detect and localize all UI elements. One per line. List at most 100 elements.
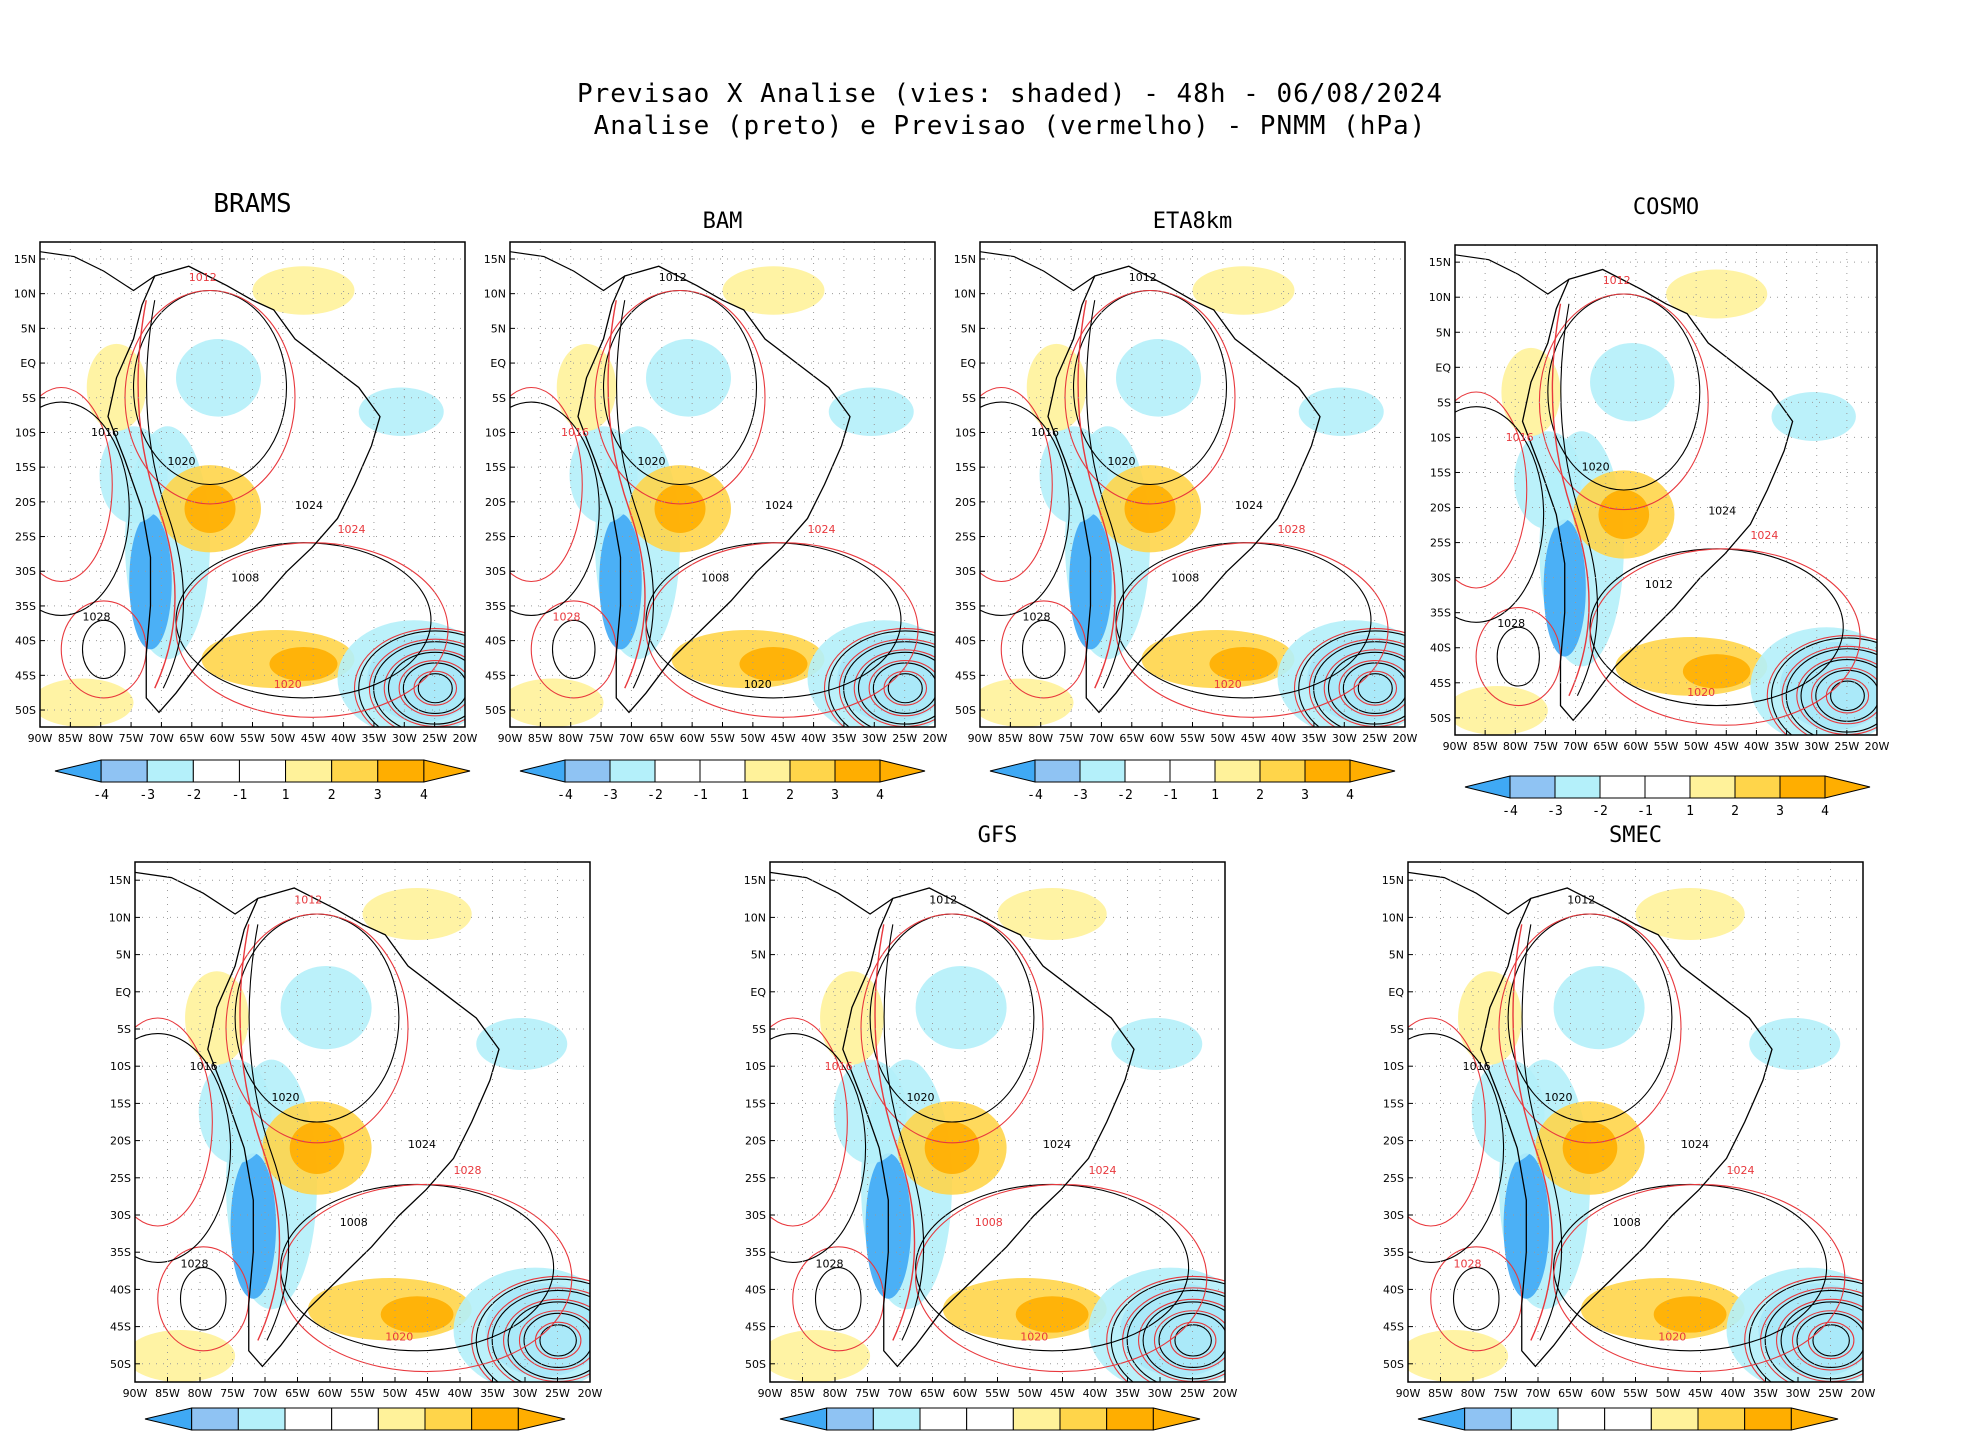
- analysis-isobar: [1327, 651, 1405, 725]
- colorbar-label: -4: [93, 788, 109, 803]
- forecast-isobar: [1293, 628, 1405, 727]
- lon-label: 75W: [1493, 1387, 1518, 1400]
- lon-label: 85W: [58, 732, 83, 745]
- lat-label: 15S: [1430, 466, 1451, 479]
- lat-label: 10S: [955, 426, 976, 439]
- lon-label: 75W: [1059, 732, 1084, 745]
- colorbar-label: 1: [1211, 788, 1219, 803]
- lon-label: 70W: [619, 732, 644, 745]
- lat-label: 5N: [21, 322, 36, 335]
- colorbar-cell: [1124, 759, 1171, 783]
- lat-label: 10S: [15, 426, 36, 439]
- colorbar-cell: [100, 759, 148, 783]
- lat-label: 40S: [110, 1283, 131, 1296]
- analysis-isobar: [1812, 1324, 1850, 1357]
- bias-shading: [770, 1330, 871, 1382]
- isobar-label: 1012: [189, 271, 217, 284]
- isobar-label: 1016: [561, 426, 589, 439]
- lon-label: 85W: [998, 732, 1023, 745]
- bias-shading: [1726, 1267, 1863, 1382]
- forecast-isobar: [1122, 1287, 1225, 1382]
- lat-label: EQ: [490, 357, 506, 370]
- forecast-isobar: [770, 1017, 848, 1227]
- lon-label: 80W: [188, 1387, 213, 1400]
- isobar-label: 1016: [1506, 431, 1534, 444]
- map-panel-gfs: GFS 1012 1016 1020 1024 1028 1008 1024 1020 15N 10…: [744, 823, 1238, 1431]
- lon-label: 30W: [1148, 1387, 1173, 1400]
- lon-label: 70W: [888, 1387, 913, 1400]
- lat-label: 45S: [15, 669, 36, 682]
- isobar-label: 1020: [1658, 1330, 1686, 1343]
- colorbar-cell: [1509, 775, 1556, 799]
- panel-title: BRAMS: [213, 189, 291, 219]
- colorbar-label: 4: [420, 788, 428, 803]
- colorbar-cell: [1554, 775, 1601, 799]
- colorbar-cell: [966, 1407, 1014, 1431]
- lat-label: 40S: [485, 635, 506, 648]
- colorbar-cell: [1169, 759, 1216, 783]
- lat-label: 10S: [745, 1060, 766, 1073]
- lon-label: 85W: [790, 1387, 815, 1400]
- lon-label: 30W: [1804, 740, 1829, 753]
- figure-title: Previsao X Analise (vies: shaded) - 48h …: [0, 78, 1964, 142]
- colorbar-arrow-right: [1349, 759, 1396, 783]
- colorbar-cell: [1106, 1407, 1154, 1431]
- isobar-label: 1008: [701, 572, 729, 585]
- lat-label: 40S: [955, 635, 976, 648]
- bias-shading: [1298, 387, 1384, 436]
- forecast-isobar: [1115, 542, 1389, 718]
- lon-label: 35W: [361, 732, 386, 745]
- forecast-isobar: [137, 300, 176, 689]
- forecast-isobar: [471, 1275, 590, 1382]
- lat-label: 30S: [1430, 572, 1451, 585]
- bias-shading: [337, 620, 465, 727]
- isobar-label: 1028: [181, 1258, 209, 1271]
- analysis-isobar: [843, 641, 935, 727]
- forecast-isobar: [124, 289, 296, 505]
- bias-shading: [1750, 627, 1877, 735]
- bias-shading: [833, 1059, 907, 1164]
- bias-shading: [924, 1122, 980, 1174]
- lat-label: 10N: [744, 911, 766, 924]
- analysis-isobar: [1748, 1278, 1863, 1382]
- analysis-isobar: [40, 401, 130, 616]
- lon-label: 65W: [1593, 740, 1618, 753]
- colorbar-label: -2: [647, 788, 663, 803]
- lon-label: 85W: [528, 732, 553, 745]
- lon-label: 55W: [710, 732, 735, 745]
- panel-title: COSMO: [1633, 195, 1699, 220]
- analysis-isobar: [81, 619, 126, 680]
- forecast-isobar: [239, 924, 281, 1341]
- isobar-label: 1008: [1613, 1216, 1641, 1229]
- lat-label: 10S: [1430, 431, 1451, 444]
- isobar-label: 1020: [168, 455, 196, 468]
- lat-label: 15S: [110, 1097, 131, 1110]
- analysis-isobar: [887, 673, 923, 704]
- lat-label: 20S: [745, 1135, 766, 1148]
- continent-coastline: [842, 887, 1135, 1368]
- analysis-isobar: [539, 1324, 577, 1357]
- isobar-label: 1020: [1108, 455, 1136, 468]
- bias-shading: [1277, 620, 1405, 727]
- lat-label: 5S: [1390, 1023, 1404, 1036]
- lat-label: 10N: [14, 288, 36, 301]
- isobar-label: 1012: [1603, 274, 1631, 287]
- colorbar-cell: [237, 1407, 286, 1431]
- lon-label: 40W: [1083, 1387, 1108, 1400]
- isobar-label: 1012: [1645, 578, 1673, 591]
- isobar-label: 1020: [1687, 686, 1715, 699]
- lat-label: 50S: [1383, 1358, 1404, 1371]
- lon-label: 75W: [1533, 740, 1558, 753]
- lat-label: 50S: [15, 704, 36, 717]
- lat-label: 45S: [1383, 1321, 1404, 1334]
- colorbar-cell: [1557, 1407, 1606, 1431]
- lon-label: 25W: [1362, 732, 1387, 745]
- colorbar-label: -4: [557, 788, 573, 803]
- lat-label: 10S: [485, 426, 506, 439]
- lon-label: 30W: [1332, 732, 1357, 745]
- bias-shading: [280, 966, 372, 1050]
- lon-label: 40W: [1744, 740, 1769, 753]
- continent-coastline: [577, 265, 851, 714]
